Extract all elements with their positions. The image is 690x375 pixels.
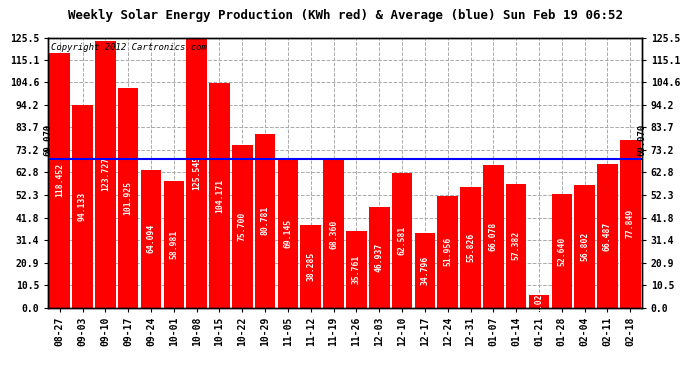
Text: 46.937: 46.937: [375, 242, 384, 272]
Bar: [483, 165, 504, 308]
Text: 80.781: 80.781: [261, 206, 270, 235]
Bar: [460, 188, 481, 308]
Text: 66.078: 66.078: [489, 222, 498, 251]
Text: 104.171: 104.171: [215, 178, 224, 213]
Bar: [50, 53, 70, 308]
Text: 55.826: 55.826: [466, 233, 475, 262]
Text: 6.022: 6.022: [535, 289, 544, 313]
Text: 34.796: 34.796: [420, 255, 429, 285]
Bar: [620, 140, 640, 308]
Bar: [186, 38, 207, 308]
Text: 57.382: 57.382: [512, 231, 521, 260]
Bar: [529, 294, 549, 307]
Text: 123.727: 123.727: [101, 158, 110, 192]
Text: 77.849: 77.849: [626, 209, 635, 238]
Bar: [574, 185, 595, 308]
Text: 118.452: 118.452: [55, 163, 64, 197]
Bar: [597, 165, 618, 308]
Bar: [415, 232, 435, 308]
Text: 69.145: 69.145: [284, 219, 293, 248]
Bar: [118, 88, 139, 308]
Text: 64.094: 64.094: [146, 224, 155, 253]
Text: 58.981: 58.981: [169, 230, 178, 259]
Bar: [232, 145, 253, 308]
Text: 35.761: 35.761: [352, 254, 361, 284]
Bar: [392, 173, 413, 308]
Bar: [277, 159, 298, 308]
Bar: [346, 231, 366, 308]
Text: Copyright 2012 Cartronics.com: Copyright 2012 Cartronics.com: [51, 43, 207, 52]
Text: 66.487: 66.487: [603, 221, 612, 251]
Bar: [324, 160, 344, 308]
Bar: [95, 41, 116, 308]
Text: 101.925: 101.925: [124, 181, 132, 215]
Text: 62.581: 62.581: [397, 225, 406, 255]
Text: 75.700: 75.700: [238, 211, 247, 241]
Text: Weekly Solar Energy Production (KWh red) & Average (blue) Sun Feb 19 06:52: Weekly Solar Energy Production (KWh red)…: [68, 9, 622, 22]
Bar: [551, 194, 572, 308]
Text: 52.640: 52.640: [558, 236, 566, 266]
Text: 125.545: 125.545: [192, 155, 201, 189]
Text: 38.285: 38.285: [306, 252, 315, 281]
Bar: [72, 105, 92, 308]
Text: 69.070: 69.070: [43, 123, 53, 156]
Text: 51.956: 51.956: [443, 237, 452, 266]
Bar: [255, 134, 275, 308]
Text: 94.133: 94.133: [78, 192, 87, 221]
Bar: [437, 196, 458, 308]
Text: 69.070: 69.070: [637, 123, 647, 156]
Text: 56.802: 56.802: [580, 232, 589, 261]
Bar: [369, 207, 389, 308]
Bar: [141, 170, 161, 308]
Bar: [164, 181, 184, 308]
Text: 68.360: 68.360: [329, 219, 338, 249]
Bar: [209, 83, 230, 308]
Bar: [301, 225, 321, 308]
Bar: [506, 184, 526, 308]
